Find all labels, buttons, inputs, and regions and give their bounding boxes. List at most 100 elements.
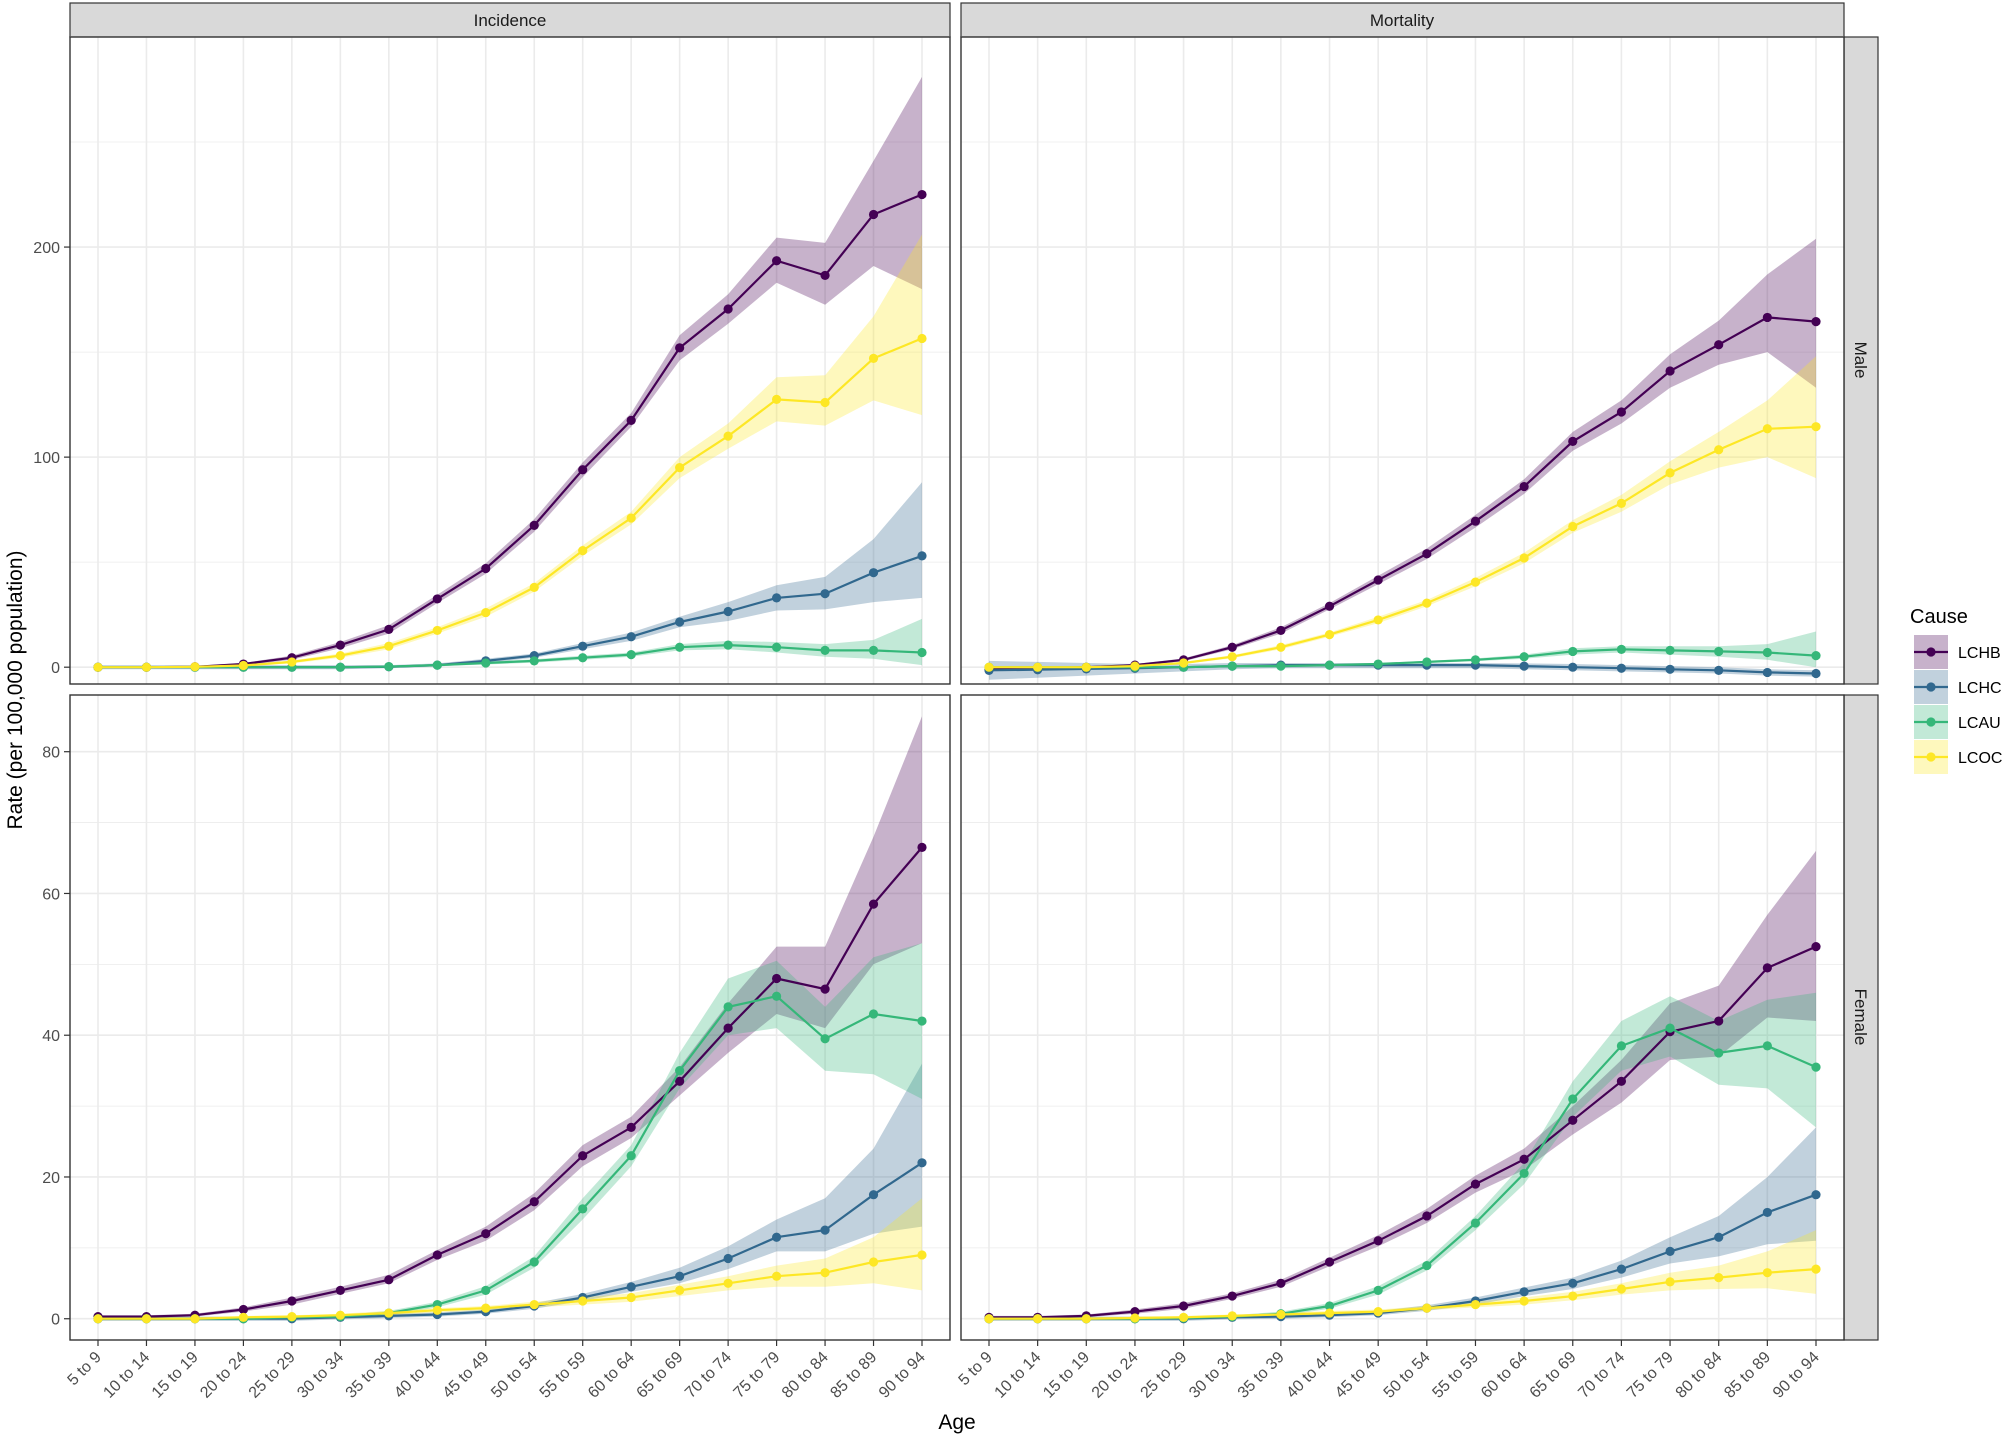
- data-point-lchc: [1665, 1246, 1675, 1257]
- legend: Cause LCHB LCHC LCAU LCOC: [1910, 606, 2002, 774]
- data-point-lcau: [1568, 646, 1578, 657]
- data-point-lcau: [917, 647, 927, 658]
- x-tick-label: 80 to 84: [1673, 1349, 1726, 1402]
- data-point-lchc: [917, 1158, 927, 1168]
- legend-key-point: [1926, 717, 1936, 727]
- data-point-lchc: [626, 632, 636, 642]
- data-point-lchc: [1762, 1207, 1772, 1218]
- data-point-lcoc: [1568, 521, 1578, 532]
- data-point-lcoc: [820, 397, 830, 408]
- ribbon-lchc: [989, 660, 1816, 680]
- data-point-lchb: [1130, 1307, 1140, 1317]
- data-point-lcau: [1811, 1062, 1821, 1072]
- data-point-lcoc: [1130, 661, 1140, 671]
- x-tick-label: 85 to 89: [827, 1349, 880, 1402]
- series-line-lcoc: [98, 1253, 923, 1320]
- panel-border: [69, 694, 951, 1341]
- data-point-lcoc: [1178, 658, 1189, 668]
- data-point-lcoc: [1665, 468, 1675, 478]
- data-point-lchb: [723, 1023, 733, 1033]
- panel-mortality-male: [960, 36, 1845, 685]
- data-point-lcoc: [1081, 1314, 1091, 1324]
- data-point-lcoc: [626, 1292, 636, 1303]
- data-point-lchc: [1714, 1232, 1724, 1242]
- x-tick-label: 5 to 9: [65, 1349, 105, 1389]
- x-tick-label: 80 to 84: [779, 1349, 832, 1402]
- data-point-lchb: [626, 415, 636, 425]
- data-point-lcoc: [1811, 422, 1821, 432]
- data-point-lcoc: [1762, 1268, 1772, 1278]
- data-point-lcoc: [1227, 1311, 1237, 1321]
- data-point-lcoc: [917, 1250, 927, 1260]
- data-point-lcau: [1276, 661, 1286, 671]
- data-point-lchb: [481, 563, 491, 574]
- x-tick-label: 50 to 54: [1381, 1349, 1434, 1402]
- data-point-lcoc: [93, 662, 103, 672]
- data-point-lchb: [384, 624, 394, 634]
- legend-item-lcau: LCAU: [1914, 705, 2001, 739]
- x-tick-label: 5 to 9: [956, 1349, 996, 1389]
- series-line-lcoc: [989, 1268, 1817, 1320]
- ribbon-lcau: [98, 943, 922, 1321]
- data-point-lchc: [1568, 1278, 1578, 1288]
- x-tick-label: 55 to 59: [1429, 1349, 1482, 1402]
- data-point-lcau: [481, 1285, 491, 1295]
- data-point-lcoc: [432, 1305, 442, 1315]
- data-point-lcoc: [771, 394, 782, 404]
- data-point-lchb: [1276, 625, 1286, 636]
- data-point-lchc: [626, 1282, 636, 1292]
- x-tick-label: 75 to 79: [1624, 1349, 1677, 1402]
- data-point-lcau: [1811, 651, 1821, 661]
- data-point-lcoc: [868, 1257, 879, 1267]
- data-point-lcau: [432, 660, 442, 670]
- panel-background: [961, 37, 1844, 684]
- data-point-lcoc: [481, 607, 491, 618]
- x-tick-label: 10 to 14: [100, 1349, 153, 1402]
- x-tick-label: 10 to 14: [992, 1349, 1045, 1402]
- data-point-lchb: [771, 973, 782, 984]
- data-point-lcau: [1665, 645, 1675, 655]
- data-point-lchb: [917, 842, 927, 852]
- data-point-lchb: [1227, 1291, 1237, 1301]
- data-point-lcau: [1665, 1023, 1675, 1033]
- data-point-lcoc: [1616, 1284, 1627, 1294]
- data-point-lcoc: [1033, 662, 1043, 672]
- facet-strip-label: Mortality: [1370, 11, 1435, 30]
- x-tick-label: 15 to 19: [149, 1349, 202, 1402]
- x-tick-label: 45 to 49: [440, 1349, 493, 1402]
- data-point-lcau: [529, 656, 539, 666]
- facet-strip-mortality: Mortality: [960, 2, 1845, 38]
- data-point-lcau: [481, 658, 491, 668]
- x-tick-label: 70 to 74: [1575, 1349, 1628, 1402]
- x-tick-label: 45 to 49: [1332, 1349, 1385, 1402]
- legend-label: LCOC: [1958, 750, 2002, 767]
- series-line-lchb: [98, 846, 923, 1318]
- ribbon-lchb: [98, 76, 922, 668]
- data-point-lcau: [1422, 1260, 1432, 1271]
- data-point-lchb: [868, 899, 879, 909]
- data-point-lcau: [675, 1066, 685, 1076]
- data-point-lcoc: [626, 513, 636, 523]
- data-point-lcoc: [1811, 1264, 1821, 1274]
- legend-label: LCAU: [1958, 715, 2001, 732]
- data-point-lcoc: [771, 1271, 782, 1281]
- data-point-lchb: [1470, 1179, 1481, 1189]
- data-point-lchc: [1665, 664, 1675, 674]
- data-point-lcoc: [1178, 1312, 1189, 1322]
- data-point-lchc: [820, 1225, 830, 1235]
- data-point-lchb: [432, 594, 442, 604]
- facet-strip-label: Female: [1851, 989, 1870, 1046]
- y-tick-label: 20: [42, 1170, 60, 1187]
- facet-strip-incidence: Incidence: [69, 2, 951, 38]
- data-point-lcoc: [1373, 615, 1383, 625]
- data-point-lchb: [771, 256, 782, 266]
- legend-item-lcoc: LCOC: [1914, 740, 2002, 774]
- data-point-lcau: [1324, 1301, 1335, 1311]
- data-point-lcoc: [1470, 1299, 1481, 1310]
- y-axis-title: Rate (per 100,000 population): [4, 550, 27, 829]
- data-point-lcoc: [675, 1285, 685, 1295]
- panel-border: [69, 36, 951, 685]
- data-point-lchb: [1422, 1211, 1432, 1221]
- panel-border: [960, 694, 1845, 1341]
